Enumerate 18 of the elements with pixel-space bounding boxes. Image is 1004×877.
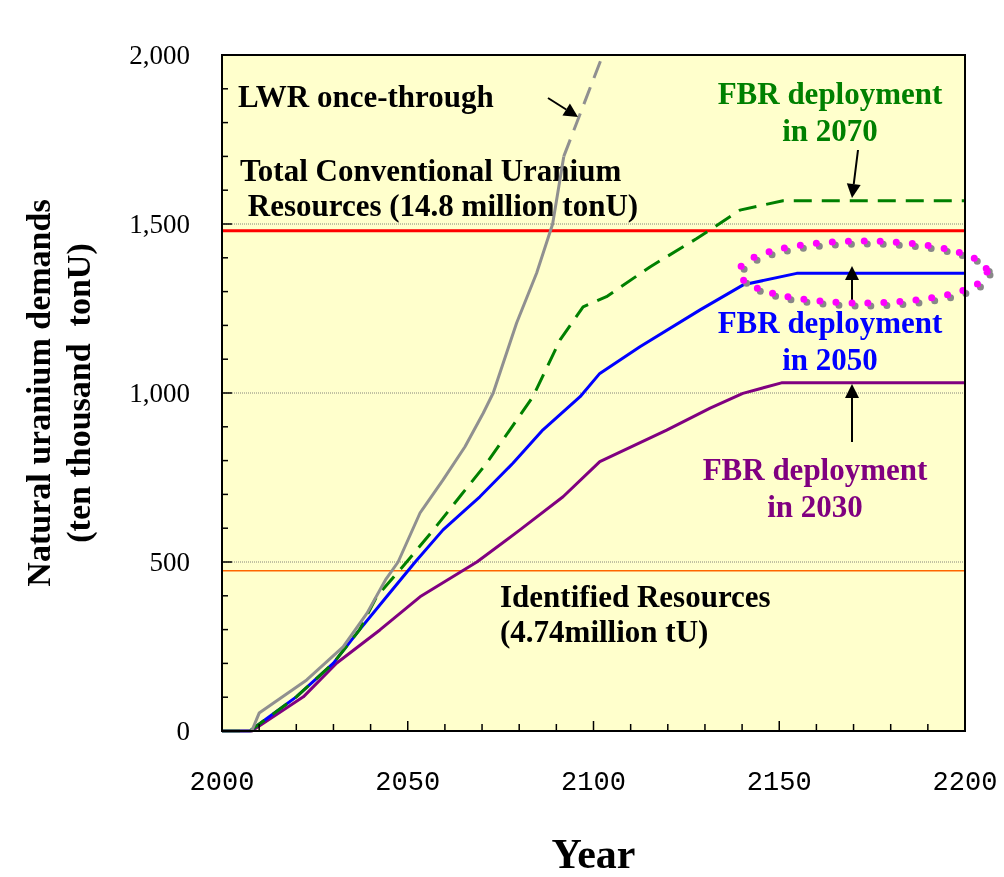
y-tick-label: 0 xyxy=(176,716,190,746)
series-label: FBR deployment in 2050 xyxy=(717,305,944,377)
text: LWR once-through xyxy=(238,79,494,114)
y-tick-label: 2,000 xyxy=(129,40,190,70)
x-axis-title: Year xyxy=(551,831,636,877)
y-tick-label: 1,000 xyxy=(129,378,190,408)
y-tick-label: 1,500 xyxy=(129,209,190,239)
ref-line-label: Identified Resources (4.74million tU) xyxy=(500,579,771,649)
x-tick-label: 2200 xyxy=(932,768,998,798)
y-axis-title: Natural uranium demands (ten thousand tonU) xyxy=(20,199,98,587)
y-tick-label: 500 xyxy=(149,547,190,577)
series-label: FBR deployment in 2030 xyxy=(702,452,929,524)
x-tick-label: 2000 xyxy=(189,768,255,798)
x-tick-label: 2050 xyxy=(375,768,441,798)
x-tick-label: 2100 xyxy=(561,768,626,798)
series-label: FBR deployment in 2070 xyxy=(717,76,944,148)
ref-line-label: Total Conventional Uranium Resources (14.8 million tonU) xyxy=(240,153,639,223)
x-tick-label: 2150 xyxy=(746,768,812,798)
